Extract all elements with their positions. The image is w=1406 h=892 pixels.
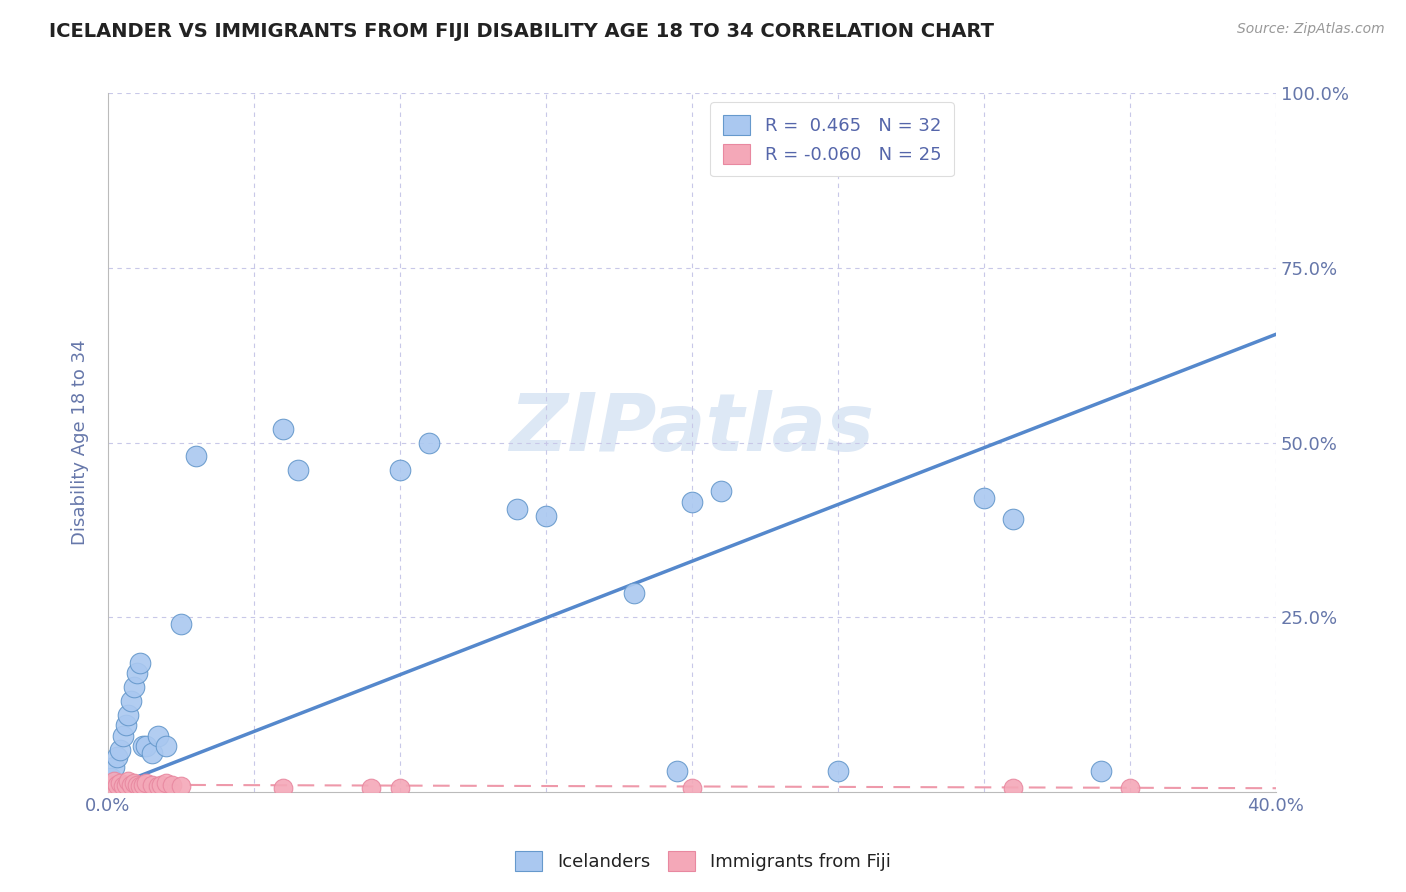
Point bbox=[388, 781, 411, 796]
Point bbox=[129, 779, 152, 793]
Point bbox=[127, 778, 149, 792]
Point bbox=[120, 694, 142, 708]
Point bbox=[105, 749, 128, 764]
Point bbox=[388, 463, 411, 477]
Point bbox=[1002, 512, 1025, 526]
Point bbox=[100, 771, 122, 785]
Point bbox=[681, 495, 703, 509]
Point bbox=[155, 739, 177, 754]
Point bbox=[141, 778, 163, 792]
Legend: R =  0.465   N = 32, R = -0.060   N = 25: R = 0.465 N = 32, R = -0.060 N = 25 bbox=[710, 103, 953, 177]
Point bbox=[184, 450, 207, 464]
Point bbox=[1002, 781, 1025, 796]
Point bbox=[108, 743, 131, 757]
Point bbox=[117, 707, 139, 722]
Point bbox=[170, 779, 193, 793]
Point bbox=[114, 718, 136, 732]
Text: ZIPatlas: ZIPatlas bbox=[509, 390, 875, 467]
Text: ICELANDER VS IMMIGRANTS FROM FIJI DISABILITY AGE 18 TO 34 CORRELATION CHART: ICELANDER VS IMMIGRANTS FROM FIJI DISABI… bbox=[49, 22, 994, 41]
Point bbox=[117, 774, 139, 789]
Legend: Icelanders, Immigrants from Fiji: Icelanders, Immigrants from Fiji bbox=[508, 844, 898, 879]
Point bbox=[111, 729, 134, 743]
Point bbox=[271, 421, 294, 435]
Point bbox=[103, 774, 125, 789]
Point bbox=[141, 746, 163, 760]
Point bbox=[122, 680, 145, 694]
Point bbox=[132, 739, 155, 754]
Point bbox=[666, 764, 689, 778]
Point bbox=[1119, 781, 1142, 796]
Point bbox=[114, 778, 136, 792]
Point bbox=[710, 484, 733, 499]
Point bbox=[129, 656, 152, 670]
Point bbox=[170, 617, 193, 632]
Point bbox=[132, 778, 155, 792]
Point bbox=[111, 779, 134, 793]
Point bbox=[105, 778, 128, 792]
Point bbox=[146, 779, 169, 793]
Point bbox=[418, 435, 440, 450]
Point bbox=[160, 778, 183, 792]
Point bbox=[135, 776, 157, 790]
Point bbox=[534, 508, 557, 523]
Point bbox=[120, 778, 142, 792]
Point bbox=[122, 776, 145, 790]
Point bbox=[271, 781, 294, 796]
Point bbox=[135, 739, 157, 754]
Point bbox=[827, 764, 849, 778]
Point bbox=[155, 776, 177, 790]
Point bbox=[506, 501, 529, 516]
Point bbox=[623, 585, 645, 599]
Point bbox=[127, 665, 149, 680]
Point bbox=[149, 778, 172, 792]
Y-axis label: Disability Age 18 to 34: Disability Age 18 to 34 bbox=[72, 340, 89, 545]
Point bbox=[146, 729, 169, 743]
Point bbox=[360, 781, 382, 796]
Point bbox=[681, 781, 703, 796]
Point bbox=[103, 760, 125, 774]
Text: Source: ZipAtlas.com: Source: ZipAtlas.com bbox=[1237, 22, 1385, 37]
Point bbox=[287, 463, 309, 477]
Point bbox=[973, 491, 995, 506]
Point bbox=[100, 778, 122, 792]
Point bbox=[108, 776, 131, 790]
Point bbox=[1090, 764, 1112, 778]
